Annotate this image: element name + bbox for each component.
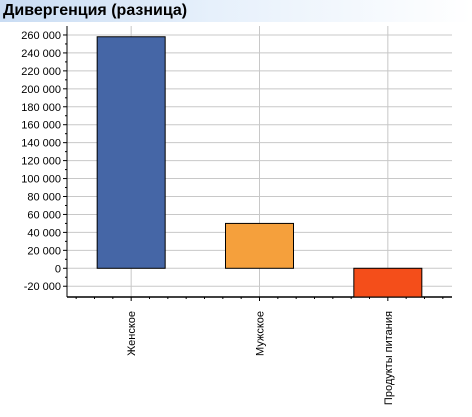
x-category-label: Продукты питания <box>383 311 395 405</box>
y-tick-label: 260 000 <box>21 30 61 42</box>
y-tick-label: 140 000 <box>21 138 61 150</box>
y-tick-label: 180 000 <box>21 102 61 114</box>
bar-chart: -20 000 0 20 000 40 000 60 000 80 000 100 000 1… <box>21 26 452 405</box>
y-tick-label: 200 000 <box>21 84 61 96</box>
bar <box>225 222 294 269</box>
y-tick-label: 220 000 <box>21 66 61 78</box>
y-tick-label: 40 000 <box>27 227 61 239</box>
y-tick-label: 60 000 <box>27 209 61 221</box>
x-category-label: Женское <box>126 311 138 356</box>
panel-title: Дивергенция (разница) <box>3 2 188 19</box>
y-tick-label: 20 000 <box>27 245 61 257</box>
y-tick-label: 120 000 <box>21 156 61 168</box>
y-tick-label: 80 000 <box>27 191 61 203</box>
y-tick-label: -20 000 <box>24 281 61 293</box>
y-tick-label: 100 000 <box>21 174 61 186</box>
bar <box>96 36 166 269</box>
bar <box>353 267 423 298</box>
panel-header: Дивергенция (разница) <box>0 0 472 22</box>
x-category-label: Мужское <box>255 311 267 356</box>
y-tick-label: 0 <box>55 263 61 275</box>
chart-area: -20 000 0 20 000 40 000 60 000 80 000 100 000 1… <box>0 22 472 417</box>
y-tick-label: 160 000 <box>21 120 61 132</box>
y-tick-label: 240 000 <box>21 48 61 60</box>
